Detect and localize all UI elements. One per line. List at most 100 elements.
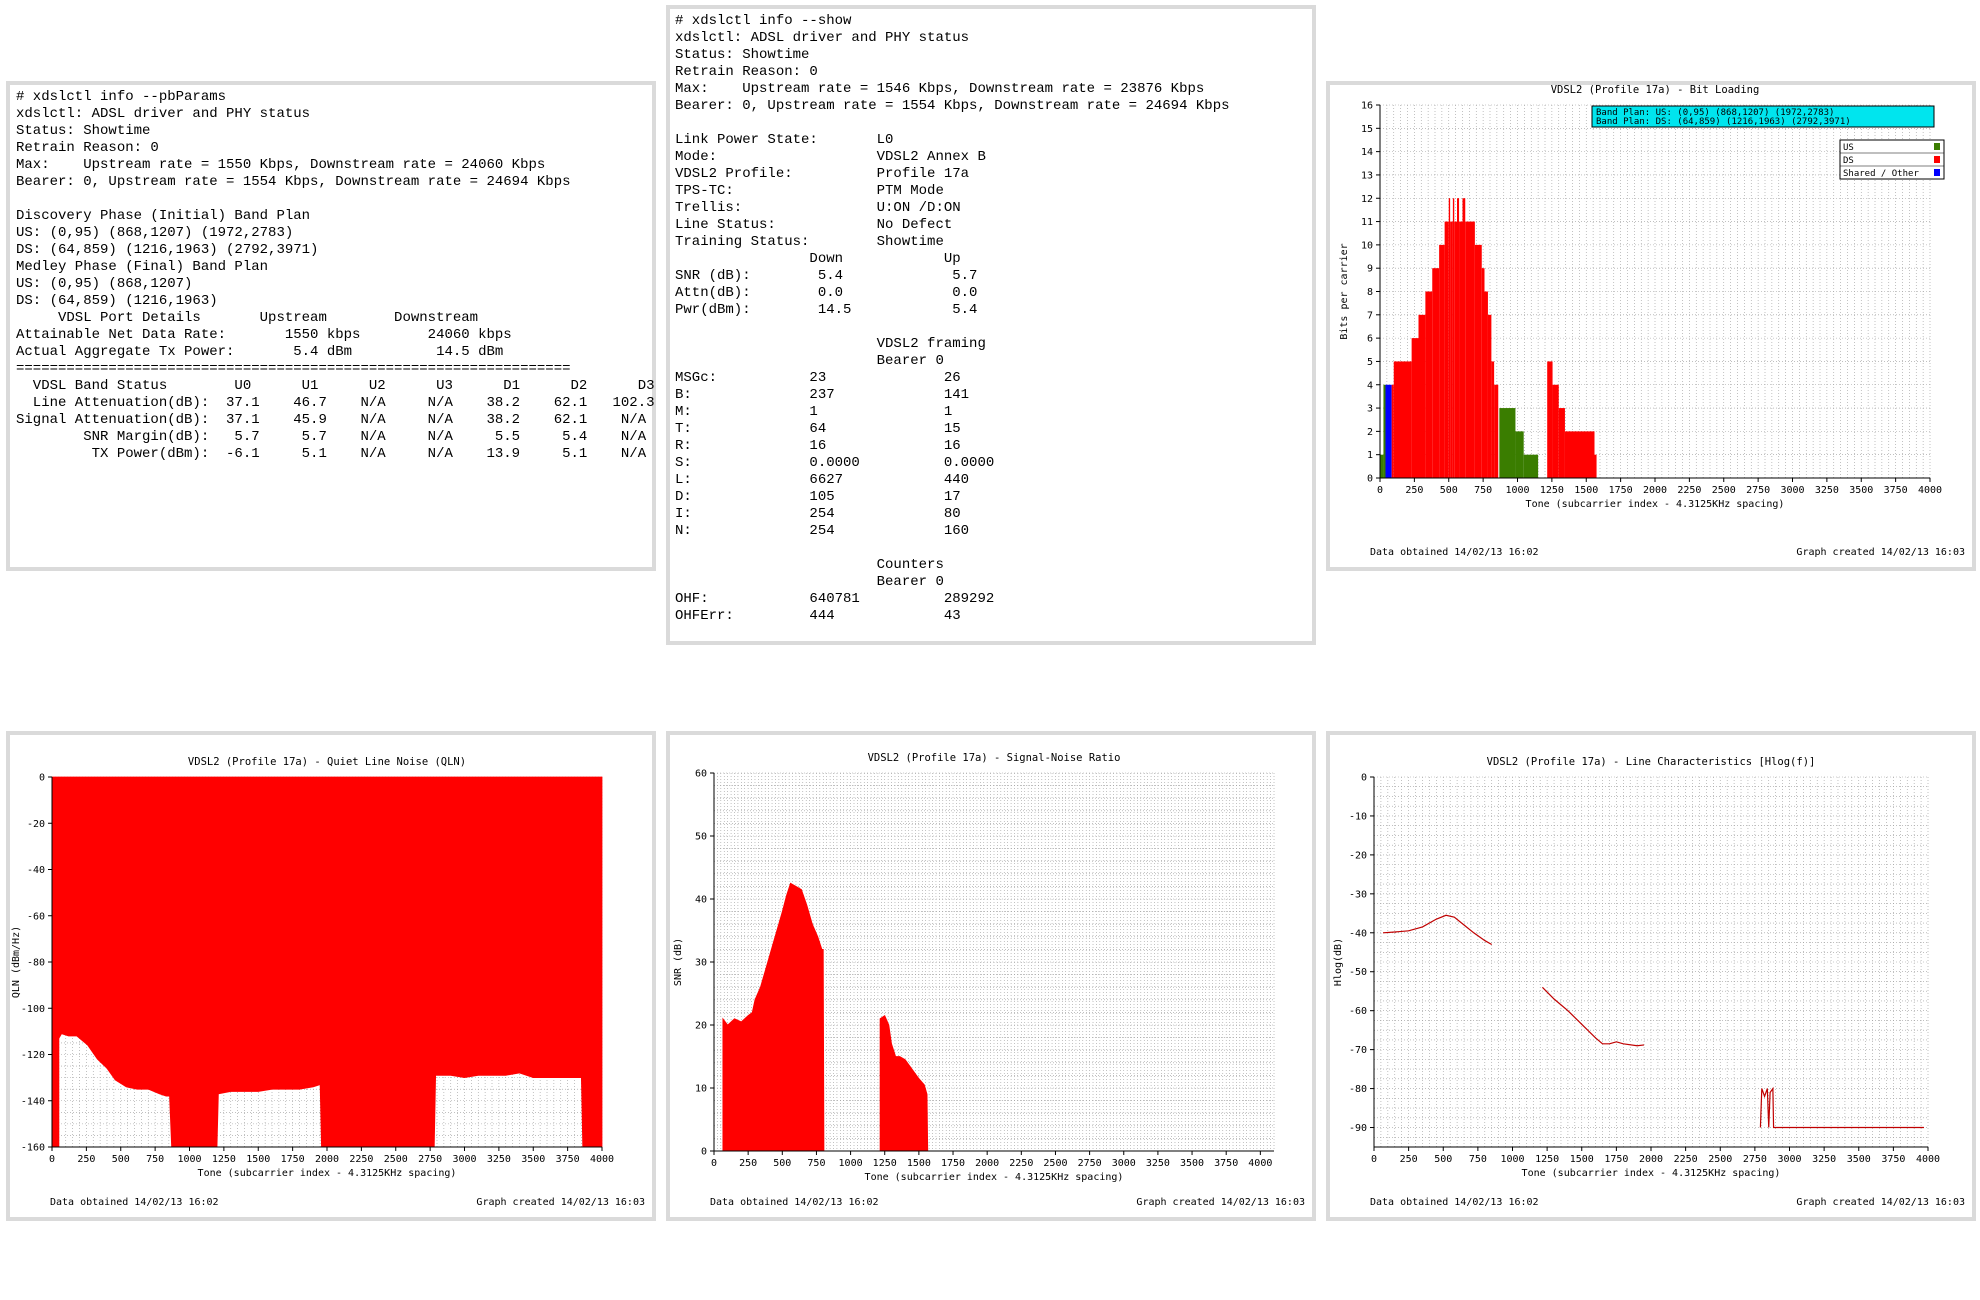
- x-tick-label: 2000: [975, 1158, 999, 1169]
- x-tick-label: 1000: [1500, 1154, 1524, 1165]
- legend-label: US: [1843, 143, 1854, 153]
- show-line: Retrain Reason: 0: [675, 64, 818, 80]
- bar: [1552, 384, 1559, 478]
- show-line: Link Power State: L0: [675, 132, 894, 148]
- y-tick-label: -140: [21, 1096, 45, 1107]
- snr-chart: VDSL2 (Profile 17a) - Signal-Noise Ratio…: [673, 752, 1305, 1208]
- data-obtained-text: Data obtained 14/02/13 16:02: [50, 1197, 219, 1208]
- x-tick-label: 2750: [1078, 1158, 1102, 1169]
- pbparams-line: # xdslctl info --pbParams: [16, 89, 227, 105]
- bar: [1474, 244, 1482, 478]
- x-tick-label: 500: [773, 1158, 791, 1169]
- y-tick-label: 9: [1367, 264, 1373, 275]
- qln-panel: VDSL2 (Profile 17a) - Quiet Line Noise (…: [6, 731, 656, 1221]
- show-line: Training Status: Showtime: [675, 234, 944, 250]
- show-line: OHFErr: 444 43: [675, 608, 961, 624]
- x-tick-label: 4000: [590, 1154, 614, 1165]
- pbparams-line: DS: (64,859) (1216,1963) (2792,3971): [16, 242, 319, 258]
- y-tick-label: -90: [1349, 1123, 1367, 1134]
- y-tick-label: -50: [1349, 967, 1367, 978]
- y-tick-label: 3: [1367, 404, 1373, 415]
- pbparams-line: SNR Margin(dB): 5.7 5.7 N/A N/A 5.5 5.4 …: [16, 429, 647, 445]
- pbparams-line: Status: Showtime: [16, 123, 151, 139]
- y-tick-label: -100: [21, 1004, 45, 1015]
- x-tick-label: 2000: [1639, 1154, 1663, 1165]
- y-tick-label: 12: [1361, 194, 1373, 205]
- bar: [1547, 361, 1553, 478]
- bar: [1459, 221, 1463, 478]
- pbparams-output: # xdslctl info --pbParams xdslctl: ADSL …: [16, 89, 655, 463]
- pbparams-line: Line Attenuation(dB): 37.1 46.7 N/A N/A …: [16, 395, 655, 411]
- x-tick-label: 3250: [1815, 485, 1839, 496]
- pbparams-line: Signal Attenuation(dB): 37.1 45.9 N/A N/…: [16, 412, 647, 428]
- x-tick-label: 1750: [941, 1158, 965, 1169]
- bar: [1418, 314, 1426, 478]
- x-tick-label: 2500: [1708, 1154, 1732, 1165]
- pbparams-panel: # xdslctl info --pbParams xdslctl: ADSL …: [6, 81, 656, 571]
- data-obtained-text: Data obtained 14/02/13 16:02: [710, 1197, 879, 1208]
- y-tick-label: -40: [27, 865, 45, 876]
- x-tick-label: 3000: [1112, 1158, 1136, 1169]
- bar: [1383, 384, 1386, 478]
- pbparams-line: US: (0,95) (868,1207) (1972,2783): [16, 225, 294, 241]
- y-tick-label: -10: [1349, 811, 1367, 822]
- x-axis-label: Tone (subcarrier index - 4.3125KHz spaci…: [1526, 499, 1785, 510]
- x-tick-label: 250: [739, 1158, 757, 1169]
- bar: [1411, 338, 1419, 478]
- x-tick-label: 0: [1377, 485, 1383, 496]
- legend-label: Shared / Other: [1843, 169, 1919, 179]
- legend: US DS Shared / Other: [1839, 139, 1945, 180]
- x-tick-label: 750: [807, 1158, 825, 1169]
- x-tick-label: 1750: [1609, 485, 1633, 496]
- x-tick-label: 250: [1400, 1154, 1418, 1165]
- hlog-panel: VDSL2 (Profile 17a) - Line Characteristi…: [1326, 731, 1976, 1221]
- y-tick-label: 5: [1367, 357, 1373, 368]
- x-tick-label: 0: [1371, 1154, 1377, 1165]
- x-tick-label: 3750: [1214, 1158, 1238, 1169]
- bar: [1564, 431, 1573, 478]
- y-tick-label: 16: [1361, 101, 1373, 112]
- bar: [1572, 431, 1595, 478]
- x-axis-label: Tone (subcarrier index - 4.3125KHz spaci…: [865, 1172, 1124, 1183]
- bar: [1450, 221, 1453, 478]
- show-line: SNR (dB): 5.4 5.7: [675, 268, 978, 284]
- x-tick-label: 1750: [281, 1154, 305, 1165]
- x-tick-label: 750: [146, 1154, 164, 1165]
- y-axis-label: Bits per carrier: [1339, 243, 1350, 339]
- bar: [1481, 268, 1485, 478]
- data-obtained-text: Data obtained 14/02/13 16:02: [1370, 1197, 1539, 1208]
- x-tick-label: 250: [77, 1154, 95, 1165]
- show-line: L: 6627 440: [675, 472, 970, 488]
- y-tick-label: 0: [39, 773, 45, 784]
- y-tick-label: -60: [1349, 1006, 1367, 1017]
- y-tick-label: 20: [695, 1021, 707, 1032]
- show-line: Counters: [675, 557, 944, 573]
- x-tick-label: 2250: [1677, 485, 1701, 496]
- band-plan-text: Band Plan: DS: (64,859) (1216,1963) (279…: [1596, 117, 1851, 127]
- y-tick-label: 6: [1367, 334, 1373, 345]
- pbparams-line: Medley Phase (Final) Band Plan: [16, 259, 269, 275]
- show-line: Max: Upstream rate = 1546 Kbps, Downstre…: [675, 81, 1205, 97]
- x-tick-label: 2250: [349, 1154, 373, 1165]
- x-tick-label: 3250: [1812, 1154, 1836, 1165]
- x-tick-label: 3000: [452, 1154, 476, 1165]
- bar: [1391, 384, 1394, 478]
- bar: [1452, 198, 1455, 478]
- show-line: Down Up: [675, 251, 961, 267]
- x-tick-label: 2250: [1009, 1158, 1033, 1169]
- graph-created-text: Graph created 14/02/13 16:03: [1796, 1197, 1965, 1208]
- show-line: I: 254 80: [675, 506, 961, 522]
- y-tick-label: -80: [27, 958, 45, 969]
- bar: [1444, 221, 1449, 478]
- x-tick-label: 2000: [315, 1154, 339, 1165]
- show-line: T: 64 15: [675, 421, 961, 437]
- x-tick-label: 2750: [1746, 485, 1770, 496]
- y-axis-label: Hlog(dB): [1333, 938, 1344, 986]
- bar: [1457, 198, 1460, 478]
- x-tick-label: 750: [1469, 1154, 1487, 1165]
- bar: [1385, 384, 1392, 478]
- x-tick-label: 1000: [177, 1154, 201, 1165]
- y-tick-label: 50: [695, 832, 707, 843]
- show-line: B: 237 141: [675, 387, 970, 403]
